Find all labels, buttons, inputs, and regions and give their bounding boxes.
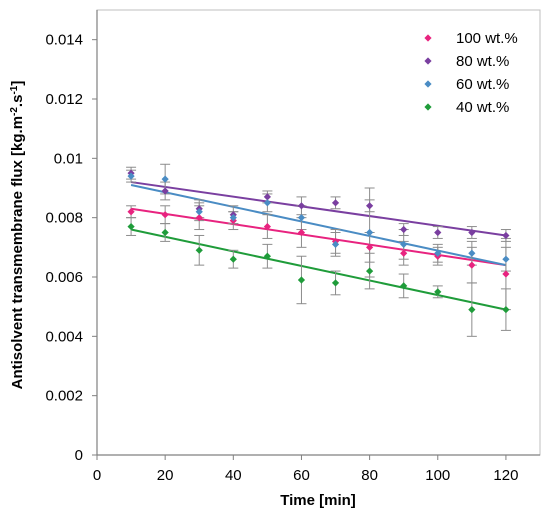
trend-line — [130, 184, 507, 267]
y-tick-label: 0.002 — [45, 388, 83, 405]
legend: 100 wt.% 80 wt.% 60 wt.% 40 wt.% — [424, 30, 518, 116]
y-tick-label: 0.008 — [45, 210, 83, 227]
x-tick-label: 80 — [361, 467, 378, 484]
data-point — [502, 255, 510, 263]
data-point — [195, 246, 203, 254]
trend-line — [130, 181, 507, 237]
y-axis-title-mid: .s — [9, 95, 26, 108]
y-axis-title-end: ] — [9, 81, 26, 86]
legend-marker — [424, 103, 432, 111]
data-point — [263, 193, 271, 201]
y-tick-label: 0.006 — [45, 269, 83, 286]
data-point — [434, 288, 442, 296]
legend-label: 100 wt.% — [456, 30, 518, 47]
data-point — [400, 240, 408, 248]
y-axis-title-main: Antisolvent transmembrane flux [kg.m — [9, 116, 26, 389]
data-point — [331, 199, 340, 207]
data-point — [161, 175, 169, 183]
data-point — [263, 222, 271, 231]
x-axis-title: Time [min] — [280, 492, 356, 509]
data-point — [229, 214, 237, 222]
legend-marker — [424, 57, 432, 65]
y-axis-title-sup2: -1 — [9, 85, 20, 94]
data-point — [468, 261, 476, 269]
data-point — [195, 214, 203, 222]
legend-label: 60 wt.% — [456, 76, 509, 93]
data-point — [400, 249, 408, 257]
data-point — [297, 214, 306, 222]
data-point — [400, 282, 408, 290]
data-point — [331, 279, 340, 287]
y-axis-ticks: 0 0.002 0.004 0.006 0.008 0.01 0.012 0.014 — [45, 32, 97, 464]
data-point — [297, 228, 306, 237]
data-point — [366, 228, 374, 237]
data-points — [127, 169, 510, 314]
data-point — [468, 228, 476, 237]
data-point — [468, 306, 476, 314]
x-tick-label: 40 — [225, 467, 242, 484]
y-axis-title: Antisolvent transmembrane flux [kg.m-2.s… — [9, 81, 27, 390]
y-tick-label: 0.014 — [45, 32, 83, 49]
data-point — [229, 255, 237, 263]
data-point — [366, 267, 374, 275]
data-point — [161, 228, 169, 237]
data-point — [502, 231, 510, 240]
data-point — [127, 208, 135, 216]
x-tick-label: 60 — [293, 467, 310, 484]
data-point — [434, 228, 442, 237]
data-point — [502, 306, 510, 314]
data-point — [161, 211, 169, 219]
legend-label: 80 wt.% — [456, 53, 509, 70]
trend-line — [130, 228, 507, 311]
y-axis-title-sup1: -2 — [9, 107, 20, 116]
data-point — [263, 199, 271, 207]
trend-lines — [130, 181, 507, 311]
x-tick-label: 20 — [157, 467, 174, 484]
data-point — [468, 249, 476, 257]
x-tick-label: 0 — [93, 467, 101, 484]
data-point — [127, 222, 135, 231]
data-point — [127, 172, 135, 180]
data-point — [263, 252, 271, 260]
legend-label: 40 wt.% — [456, 99, 509, 116]
x-tick-label: 120 — [493, 467, 518, 484]
data-point — [366, 202, 374, 210]
legend-marker — [424, 34, 432, 42]
data-point — [502, 270, 510, 278]
y-tick-label: 0.012 — [45, 91, 83, 108]
trend-line — [130, 207, 507, 267]
data-point — [366, 243, 374, 251]
data-point — [434, 249, 442, 257]
y-tick-label: 0.004 — [45, 328, 83, 345]
data-point — [297, 276, 306, 284]
data-point — [195, 208, 203, 216]
y-tick-label: 0.01 — [54, 150, 83, 167]
y-tick-label: 0 — [75, 447, 83, 464]
data-point — [161, 187, 169, 195]
x-tick-label: 100 — [425, 467, 450, 484]
x-axis-ticks: 0 20 40 60 80 100 120 — [93, 455, 518, 484]
data-point — [400, 225, 408, 234]
legend-marker — [424, 80, 432, 88]
data-point — [297, 202, 306, 210]
data-point — [331, 240, 340, 248]
